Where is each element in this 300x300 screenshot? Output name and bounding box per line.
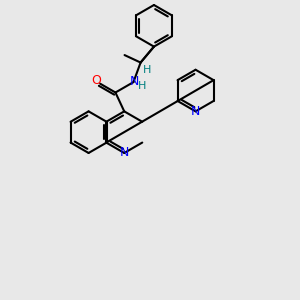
- Text: H: H: [143, 65, 152, 76]
- Text: H: H: [138, 81, 147, 91]
- Text: N: N: [191, 105, 200, 118]
- Text: O: O: [91, 74, 101, 87]
- Text: N: N: [130, 75, 139, 88]
- Text: N: N: [120, 146, 129, 160]
